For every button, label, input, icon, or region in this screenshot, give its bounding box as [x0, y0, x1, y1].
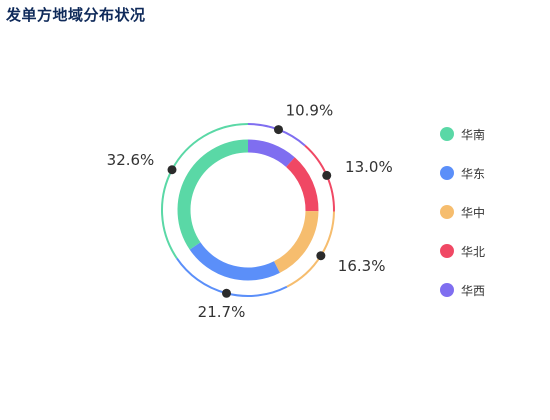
slice-huanan[interactable] [177, 139, 249, 250]
legend-item-huazhong[interactable]: 华中 [440, 202, 540, 222]
legend-item-huadong[interactable]: 华东 [440, 163, 540, 183]
label-marker-huabei [322, 170, 332, 180]
marker-dots [167, 125, 332, 298]
label-marker-huanan [167, 165, 177, 175]
legend-label: 华中 [461, 205, 486, 220]
chart-title: 发单方地域分布状况 [6, 6, 146, 24]
label-marker-huadong [222, 288, 231, 298]
label-marker-huazhong [316, 251, 326, 261]
legend-label: 华东 [461, 166, 486, 181]
percent-labels: 10.9% 13.0% 16.3% 21.7% 32.6% [107, 101, 393, 321]
percent-label-huanan: 32.6% [107, 151, 155, 169]
legend-label: 华北 [461, 244, 486, 259]
legend: 华南 华东 华中 华北 华西 [440, 124, 540, 319]
legend-swatch [440, 283, 454, 297]
legend-swatch [440, 205, 454, 219]
legend-item-huaxi[interactable]: 华西 [440, 280, 540, 300]
legend-swatch [440, 166, 454, 180]
percent-label-huabei: 13.0% [345, 158, 393, 176]
slice-huadong[interactable] [189, 242, 280, 281]
percent-label-huadong: 21.7% [198, 303, 246, 321]
legend-label: 华西 [461, 283, 486, 298]
label-marker-huaxi [273, 125, 283, 135]
percent-label-huazhong: 16.3% [338, 257, 386, 275]
legend-label: 华南 [461, 127, 486, 142]
slice-huazhong[interactable] [273, 210, 319, 273]
percent-label-huaxi: 10.9% [286, 101, 334, 119]
legend-item-huanan[interactable]: 华南 [440, 124, 540, 144]
slice-huaxi[interactable] [247, 139, 295, 168]
inner-ring [177, 139, 319, 281]
slice-huabei[interactable] [285, 157, 319, 212]
legend-swatch [440, 244, 454, 258]
legend-swatch [440, 127, 454, 141]
legend-item-huabei[interactable]: 华北 [440, 241, 540, 261]
